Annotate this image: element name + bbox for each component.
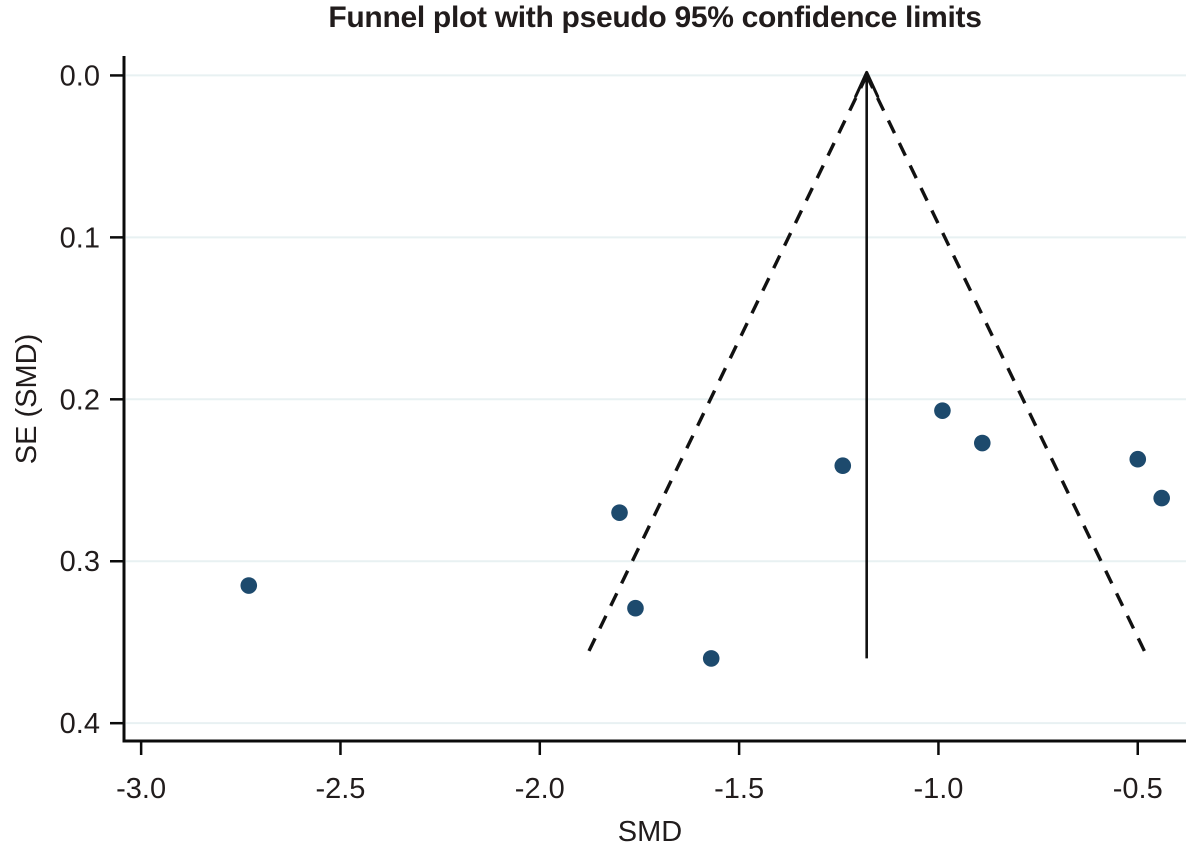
x-tick-label: -0.5 [1113,773,1163,805]
y-tick-label: 0.1 [60,222,100,254]
x-tick-label: -3.0 [116,773,166,805]
arrowhead-icon [854,70,880,98]
data-point [1153,489,1170,507]
y-tick-label: 0.0 [60,60,100,92]
data-point [834,457,852,475]
y-axis-title: SE (SMD) [11,334,43,465]
data-point [240,577,258,594]
data-point [973,434,991,452]
x-tick-label: -2.0 [515,773,565,805]
data-point [934,402,951,419]
y-tick-label: 0.3 [60,546,100,578]
data-point [611,504,628,521]
y-tick-label: 0.4 [60,708,100,740]
plot-layers: 0.0 0.1 0.2 0.3 0.4 -3.0 -2.5 -2.0 -1.5 -1.0 -0.5 [60,56,1186,805]
x-axis-title: SMD [618,816,682,848]
funnel-left-dashed-line [583,74,869,660]
data-point [702,650,720,667]
chart-title: Funnel plot with pseudo 95% confidence l… [328,1,982,34]
funnel-right-dashed-line [865,74,1150,660]
x-tick-label: -2.5 [315,773,365,805]
x-tick-label: -1.0 [913,773,963,805]
y-tick-label: 0.2 [60,384,100,416]
data-point [627,599,644,617]
data-point [1129,450,1147,468]
x-tick-label: -1.5 [714,773,764,805]
